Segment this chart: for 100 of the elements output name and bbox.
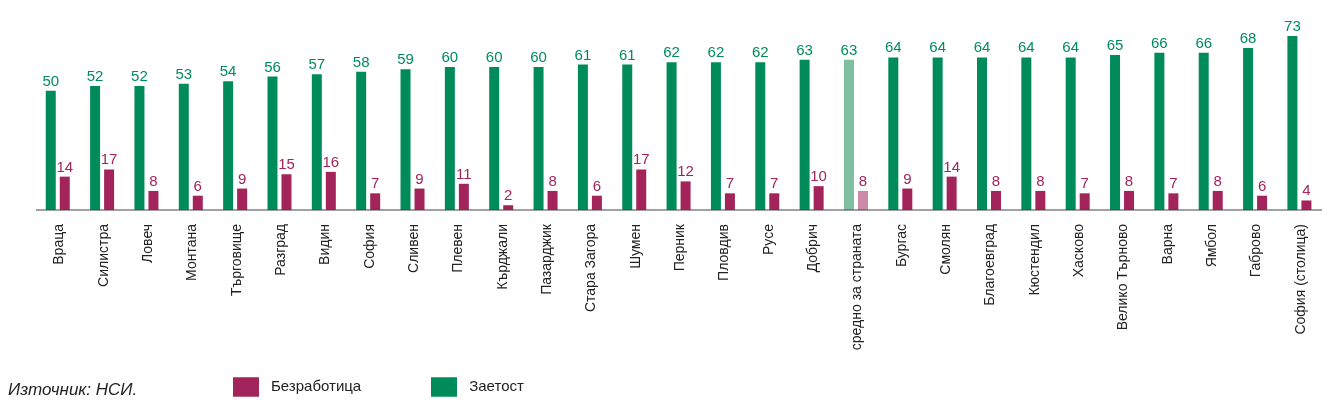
data-label: 60 [485,47,503,65]
bar [666,62,677,210]
bar [59,176,70,210]
x-tick-label: Габрово [1247,223,1264,278]
x-tick-label: Видин [316,224,333,265]
data-label: 57 [308,55,326,73]
bar [104,169,115,210]
data-label: 61 [618,45,636,63]
bar [755,62,766,210]
bar [444,66,455,210]
x-tick-label: Благоевград [981,224,998,306]
data-label: 66 [1151,33,1168,51]
data-label: 65 [1106,36,1124,54]
bar [1287,36,1298,210]
x-tick-label: Добрич [804,224,821,273]
data-label: 6 [592,176,602,194]
data-label: 7 [371,174,380,192]
bar [1198,52,1209,210]
data-label: 7 [1169,174,1178,192]
data-label: 54 [219,62,237,80]
bar [636,169,647,210]
bar [533,66,544,210]
x-tick-label: Смолян [937,224,954,275]
x-tick-label: Сливен [404,224,421,273]
data-label: 62 [663,43,680,61]
data-label: 8 [149,171,158,189]
x-tick-label: Кърджали [493,224,510,290]
data-label: 7 [1080,174,1089,192]
bar [888,57,899,210]
bar [237,188,248,210]
x-tick-label: Силистра [94,223,111,287]
data-label: 16 [322,152,340,170]
bar [622,64,633,210]
bar [1154,52,1165,210]
bar [902,188,913,210]
data-label: 58 [352,52,370,70]
x-tick-label: Хасково [1070,223,1087,278]
data-label: 8 [548,171,557,189]
data-label: 12 [677,162,694,180]
data-label: 14 [943,157,960,175]
data-label: 11 [456,164,472,182]
data-label: 7 [725,174,735,192]
x-tick-label: София [360,224,377,269]
data-label: 56 [264,57,281,75]
bar [799,59,810,210]
bar [1110,55,1121,210]
data-label: 64 [1018,38,1035,56]
data-label: 9 [415,169,424,187]
bar [90,86,101,210]
data-label: 64 [1062,38,1080,56]
data-label: 63 [840,40,858,58]
data-label: 64 [884,38,902,56]
x-tick-label: Перник [671,223,687,272]
bar [356,71,367,210]
data-label: 14 [56,157,74,175]
bar [148,190,159,210]
data-label: 53 [175,64,193,82]
bar [1065,57,1076,210]
data-label: 73 [1284,17,1301,34]
bar [843,59,854,210]
data-label: 8 [1124,171,1134,189]
bar [769,193,780,210]
bar [1168,193,1179,210]
bar [400,69,411,210]
bar [1243,47,1254,210]
x-tick-label: Търговище [227,223,244,297]
data-label: 60 [530,47,547,65]
bar [311,74,322,210]
x-tick-label: Разград [271,224,288,276]
data-label: 10 [810,167,827,185]
bar [1035,190,1046,210]
data-label: 64 [973,38,991,56]
bar [178,83,189,210]
bar [489,66,500,210]
data-label: 4 [1302,181,1311,199]
bar [325,171,336,210]
data-label: 6 [193,176,202,194]
x-tick-label: Монтана [183,223,200,281]
bar [1212,190,1223,210]
data-label: 66 [1195,33,1213,51]
bar [857,190,868,210]
bar [267,76,278,210]
bar [1079,193,1090,210]
bar [370,193,381,210]
data-label: 52 [86,67,104,85]
bar [458,183,469,210]
bar [680,181,691,210]
bar [1021,57,1032,210]
data-label: 62 [707,43,725,61]
data-label: 17 [100,150,118,168]
text: Източник: НСИ. [8,380,138,400]
x-tick-label: Варна [1158,223,1175,265]
legend-label: Заетост [469,376,524,394]
bar [281,174,292,210]
x-tick-label: София (столица) [1291,224,1308,335]
data-label: 63 [796,40,813,58]
data-label: 15 [278,155,295,173]
bar [577,64,588,210]
data-label: 8 [858,171,868,189]
data-label: 7 [770,174,779,192]
